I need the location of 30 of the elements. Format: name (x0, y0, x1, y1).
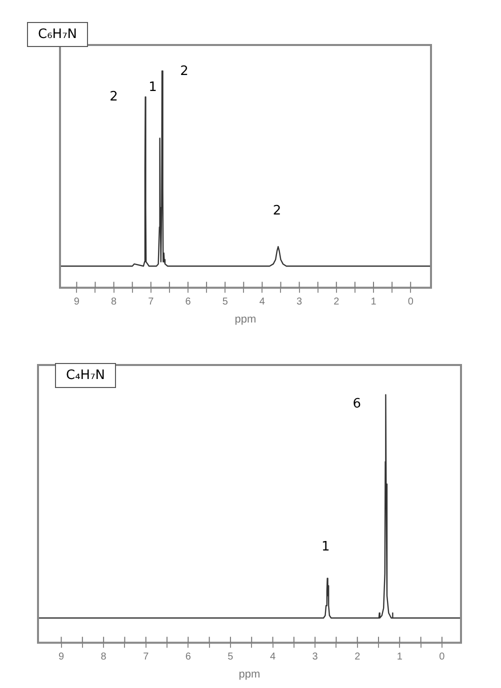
x-tick-label: 3 (312, 652, 318, 663)
annotation: 1 (322, 539, 330, 554)
annotation: 1 (148, 80, 157, 95)
x-tick-label: 4 (270, 652, 276, 663)
x-axis-title: ppm (234, 313, 256, 326)
x-tick-label: 5 (222, 296, 228, 308)
annotation: 6 (352, 396, 362, 412)
x-tick-label: 4 (259, 296, 266, 308)
x-tick-label: 0 (408, 296, 414, 308)
x-tick-label: 9 (74, 296, 80, 308)
x-tick-label: 2 (334, 296, 340, 308)
annotation: 2 (272, 204, 282, 219)
x-axis-title: ppm (238, 668, 260, 680)
x-tick-label: 8 (100, 652, 107, 663)
x-tick-label: 5 (228, 652, 234, 663)
x-tick-label: 6 (185, 296, 192, 308)
x-tick-label: 7 (143, 652, 150, 663)
x-tick-label: 6 (185, 652, 192, 663)
x-tick-label: 2 (354, 652, 361, 663)
x-tick-label: 7 (148, 296, 154, 308)
x-tick-label: 0 (439, 652, 446, 663)
x-tick-label: 8 (111, 296, 118, 308)
chart-title: C₆H₇N (27, 22, 88, 47)
x-tick-label: 1 (396, 652, 403, 663)
x-tick-label: 9 (58, 652, 64, 663)
x-tick-label: 1 (370, 296, 377, 308)
annotation: 2 (180, 64, 188, 80)
x-tick-label: 3 (296, 296, 303, 308)
annotation: 2 (110, 90, 118, 105)
chart-title: C₄H₇N (55, 363, 116, 388)
